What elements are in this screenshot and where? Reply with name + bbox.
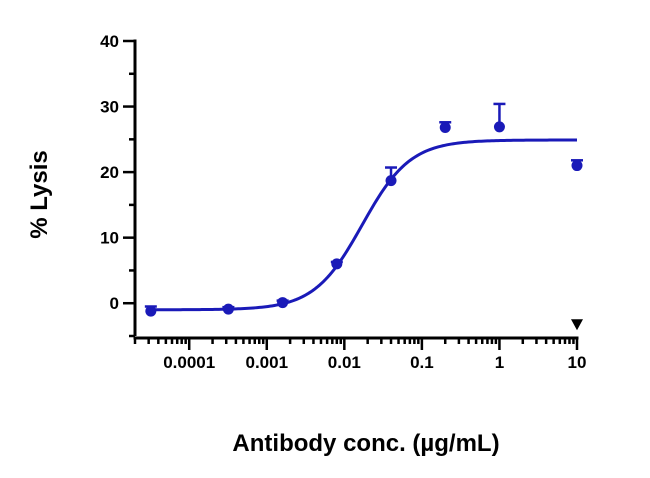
axes: 0 10 20 30 40 0.0001 0.001 0.01 0.1 1 10 — [100, 32, 586, 372]
point-marker — [493, 121, 505, 133]
x-tick-label: 0.001 — [245, 353, 288, 372]
y-tick-label: 20 — [100, 163, 119, 182]
x-ticks: 0.0001 0.001 0.01 0.1 1 10 — [133, 338, 587, 372]
outlier-triangle — [571, 319, 583, 331]
data-point — [439, 121, 452, 134]
x-tick-label: 1 — [495, 353, 504, 372]
point-marker — [145, 305, 157, 317]
y-tick-label: 30 — [100, 98, 119, 117]
data-point — [276, 297, 289, 309]
data-point — [493, 102, 506, 133]
point-marker — [439, 122, 451, 134]
x-tick-label: 10 — [568, 353, 587, 372]
y-ticks: 0 10 20 30 40 — [100, 32, 135, 338]
x-tick-label: 0.0001 — [163, 353, 215, 372]
y-tick-label: 0 — [110, 294, 119, 313]
y-tick-label: 10 — [100, 229, 119, 248]
x-tick-label: 0.01 — [328, 353, 361, 372]
fit-curve — [150, 138, 577, 312]
y-tick-label: 40 — [100, 32, 119, 51]
point-marker — [331, 258, 343, 270]
point-marker — [571, 160, 583, 172]
data-point — [330, 258, 343, 270]
data-point — [385, 166, 398, 187]
point-marker — [385, 175, 397, 187]
x-tick-label: 0.1 — [410, 353, 434, 372]
data-point — [571, 159, 583, 172]
data-points — [144, 102, 583, 317]
x-axis-title: Antibody conc. (µg/mL) — [232, 430, 499, 457]
point-marker — [222, 303, 234, 315]
y-axis-title: % Lysis — [26, 150, 53, 239]
data-point — [144, 305, 157, 317]
point-marker — [277, 297, 289, 309]
data-point — [222, 303, 235, 315]
outlier-markers — [571, 319, 583, 331]
